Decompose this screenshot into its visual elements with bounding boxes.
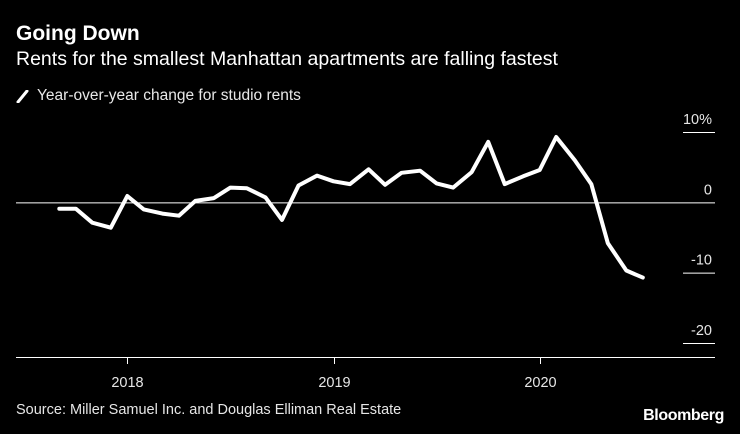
x-tick-label: 2020 (524, 375, 556, 391)
x-tick-label: 2019 (318, 375, 350, 391)
y-tick-label: -10 (691, 253, 712, 269)
legend-label: Year-over-year change for studio rents (37, 87, 301, 104)
chart-title: Going Down (16, 22, 140, 45)
y-tick-label: 10% (683, 112, 712, 128)
y-tick-label: -20 (691, 323, 712, 339)
bloomberg-logo: Bloomberg (643, 407, 724, 424)
source-note: Source: Miller Samuel Inc. and Douglas E… (16, 402, 402, 418)
chart-subtitle: Rents for the smallest Manhattan apartme… (16, 48, 558, 70)
x-tick-label: 2018 (111, 375, 143, 391)
legend-line-icon (16, 89, 29, 103)
legend: Year-over-year change for studio rents (16, 86, 301, 106)
x-axis: 2018 2019 2020 (111, 357, 557, 391)
y-axis: 10% 0 -10 -20 (16, 112, 715, 344)
y-tick-label: 0 (704, 182, 712, 198)
series-line-studio-rents (57, 135, 645, 280)
